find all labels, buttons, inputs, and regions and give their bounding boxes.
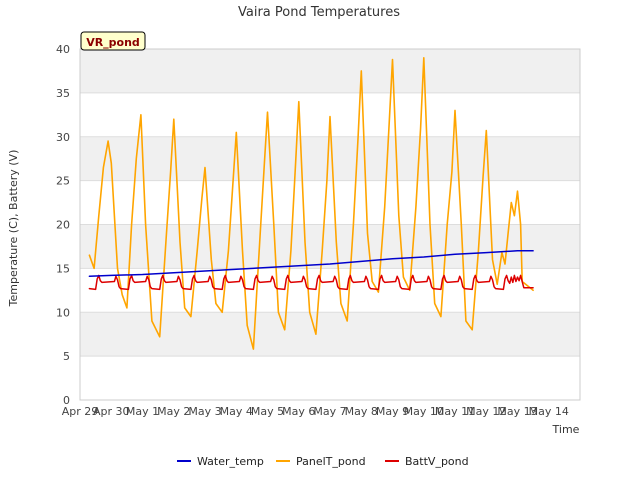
x-tick-label: May 1: [126, 405, 159, 418]
legend-label: BattV_pond: [405, 455, 469, 468]
plot-band: [80, 312, 580, 357]
series-layer: [88, 56, 534, 350]
x-tick-label: May 11: [435, 405, 475, 418]
series-line-water-temp: [88, 250, 534, 278]
legend: Water_temp PanelT_pond BattV_pond: [177, 455, 469, 468]
plot-band: [80, 224, 580, 269]
y-tick-label: 15: [56, 262, 70, 275]
y-tick-label: 10: [56, 306, 70, 319]
x-tick-label: May 10: [404, 405, 444, 418]
plot-band: [80, 180, 580, 225]
x-tick-label: Apr 30: [93, 405, 130, 418]
y-tick-label: 25: [56, 175, 70, 188]
legend-label: PanelT_pond: [296, 455, 366, 468]
x-tick-label: May 4: [220, 405, 253, 418]
series-line-battv-pond: [88, 274, 534, 291]
y-axis-label: Temperature (C), Battery (V): [7, 150, 20, 308]
x-tick-label: May 6: [282, 405, 315, 418]
chart-title: Vaira Pond Temperatures: [238, 5, 400, 20]
plot-band: [80, 356, 580, 400]
x-tick-label: May 5: [251, 405, 284, 418]
legend-label: Water_temp: [197, 455, 264, 468]
y-tick-label: 0: [63, 394, 70, 407]
x-tick-label: May 9: [376, 405, 409, 418]
plot-frame: [79, 48, 581, 401]
y-tick-label: 5: [63, 350, 70, 363]
badge-box: [80, 31, 146, 51]
x-tick-label: May 14: [529, 405, 569, 418]
plot-band: [80, 136, 580, 181]
x-tick-label: May 12: [466, 405, 506, 418]
x-tick-label: May 8: [345, 405, 378, 418]
y-tick-label: 20: [56, 219, 70, 232]
x-tick-label: May 3: [188, 405, 221, 418]
plot-background: [80, 49, 580, 400]
y-tick-label: 40: [56, 43, 70, 56]
x-axis-label: Time: [552, 423, 580, 436]
plot-band: [80, 49, 580, 93]
x-tick-label: May 2: [157, 405, 190, 418]
x-tick-label: Apr 29: [62, 405, 99, 418]
x-tick-label: May 13: [497, 405, 537, 418]
plot-band: [80, 268, 580, 313]
y-tick-label: 35: [56, 87, 70, 100]
badge: VR_pond: [80, 31, 146, 51]
y-tick-label: 30: [56, 131, 70, 144]
y-axis: 0 5 10 15 20 25 30 35 40: [56, 43, 70, 407]
badge-label: VR_pond: [86, 36, 140, 49]
x-tick-label: May 7: [313, 405, 346, 418]
